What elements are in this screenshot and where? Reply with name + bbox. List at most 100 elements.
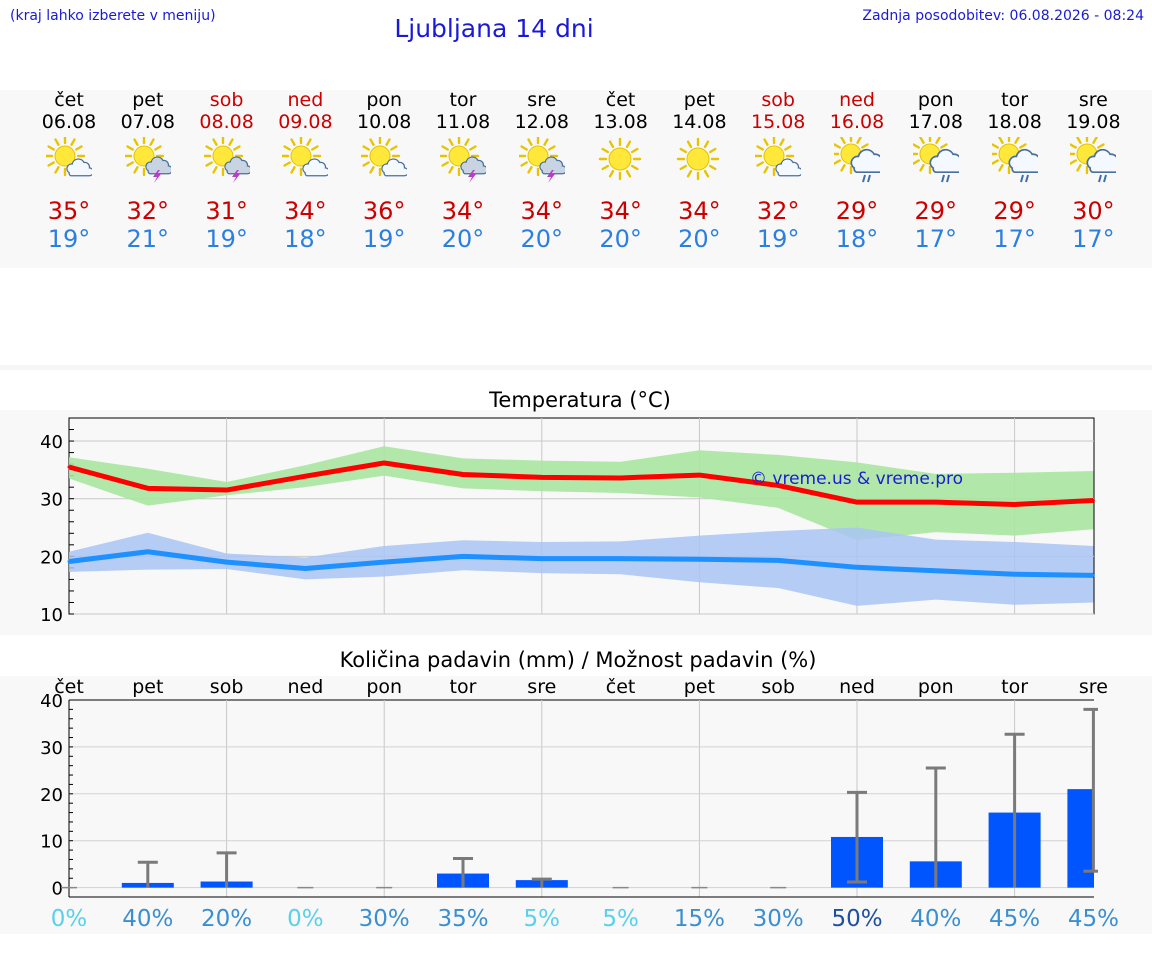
sun-ray [133, 138, 139, 146]
day-date: 12.08 [514, 111, 569, 133]
sun-ray [385, 138, 391, 146]
cloud-shape [381, 158, 410, 177]
precipitation-probability: 5% [602, 906, 639, 932]
min-temperature-point [934, 569, 938, 573]
day-name: sre [1078, 89, 1108, 111]
min-temperature: 20° [678, 225, 721, 253]
precipitation-probability: 20% [201, 906, 252, 932]
sun-ray [630, 147, 639, 154]
day-date: 17.08 [908, 111, 963, 133]
sun-ray [290, 166, 297, 174]
sun-ray [990, 159, 999, 165]
cloud-outline [145, 156, 173, 175]
max-temperature-point [382, 461, 386, 465]
rain-drop [1019, 174, 1024, 183]
temperature-chart-title: Temperatura (°C) [489, 388, 671, 412]
y-tick-label: 40 [40, 691, 63, 712]
sun-ray [448, 166, 454, 174]
day-date: 07.08 [120, 111, 175, 133]
y-tick-label: 20 [40, 547, 63, 568]
min-temperature-point [225, 560, 229, 564]
precipitation-probability: 45% [1068, 906, 1119, 932]
lightning-bolt [231, 170, 240, 183]
sun-ray [608, 169, 614, 178]
sun-ray [763, 138, 769, 146]
sun-ray [1018, 143, 1027, 149]
day-name: sre [527, 89, 557, 111]
max-temperature: 29° [993, 197, 1036, 225]
min-temperature: 18° [284, 225, 327, 253]
day-name: sob [209, 89, 244, 111]
page-title: Ljubljana 14 dni [394, 14, 594, 43]
sun-ray [935, 136, 941, 144]
max-temperature: 34° [441, 197, 485, 225]
day-column: tor 18.08 29° 17° [975, 89, 1055, 259]
day-name: tor [1001, 89, 1029, 111]
sun-ray [362, 161, 371, 167]
sun-ray [70, 138, 76, 146]
cloud-shape [223, 156, 252, 175]
precipitation-probability: 35% [437, 906, 488, 932]
max-temperature: 29° [914, 197, 958, 225]
max-temperature-point [146, 486, 150, 490]
precipitation-chart-title: Količina padavin (mm) / Možnost padavin … [339, 648, 817, 672]
sun-ray [756, 161, 765, 167]
cloud-outline [460, 156, 488, 175]
cloud-shape [775, 158, 804, 177]
day-date: 14.08 [672, 111, 727, 133]
day-column: pon 10.08 36° 19° [344, 89, 424, 259]
day-label: pet [132, 676, 163, 698]
weather-icon [753, 135, 804, 183]
sun-ray [369, 166, 375, 174]
precipitation-probability: 40% [122, 906, 173, 932]
sun-rain-icon [988, 133, 1046, 183]
weather-icon [988, 133, 1046, 183]
max-temperature: 34° [284, 197, 327, 225]
sun-ray [625, 169, 631, 178]
max-temperature: 30° [1072, 197, 1115, 225]
day-label: tor [1001, 676, 1028, 698]
precipitation-probability: 15% [674, 906, 725, 932]
day-name: ned [287, 89, 324, 111]
cloud-shape [302, 158, 331, 177]
rain-drop [1024, 174, 1029, 183]
sun-ray [756, 145, 765, 151]
rain-drop [867, 174, 871, 183]
sun-ray [290, 138, 297, 146]
day-label: sre [527, 676, 556, 698]
min-temperature-point [697, 557, 701, 561]
last-updated: Zadnja posodobitev: 06.08.2026 - 08:24 [862, 8, 1144, 24]
sun-ray [283, 145, 292, 151]
sun-ray [840, 164, 846, 172]
min-temperature: 19° [362, 225, 406, 253]
day-column: tor 11.08 34° 20° [423, 89, 503, 259]
sun-ray [1092, 136, 1099, 144]
sun-disc [448, 145, 470, 167]
y-tick-label: 10 [40, 605, 63, 626]
sun-ray [441, 161, 449, 167]
weather-icon [1067, 133, 1124, 183]
sun-storm-icon [438, 135, 488, 183]
weather-icon [598, 137, 644, 183]
max-temperature: 31° [205, 197, 248, 225]
day-column: sre 12.08 34° 20° [502, 89, 582, 259]
sun-ray [1076, 136, 1083, 144]
max-temperature: 35° [47, 197, 91, 225]
sun-ray [709, 164, 717, 171]
sun-rain-icon [1067, 133, 1124, 183]
sun-ray [441, 145, 449, 151]
cloud-shape [460, 156, 488, 175]
day-date: 18.08 [987, 111, 1042, 133]
max-temperature: 34° [678, 197, 721, 225]
sun-ray [47, 161, 55, 167]
y-tick-label: 40 [40, 432, 63, 453]
min-temperature-point [382, 560, 386, 564]
min-temperature: 17° [914, 225, 958, 253]
weather-icon [517, 135, 567, 183]
min-temperature: 19° [756, 225, 800, 253]
sun-ray [939, 143, 948, 149]
min-temperature: 19° [47, 225, 91, 253]
rain-drop [1098, 174, 1103, 183]
sun-cloud-icon [753, 135, 804, 177]
day-name: čet [54, 89, 84, 111]
